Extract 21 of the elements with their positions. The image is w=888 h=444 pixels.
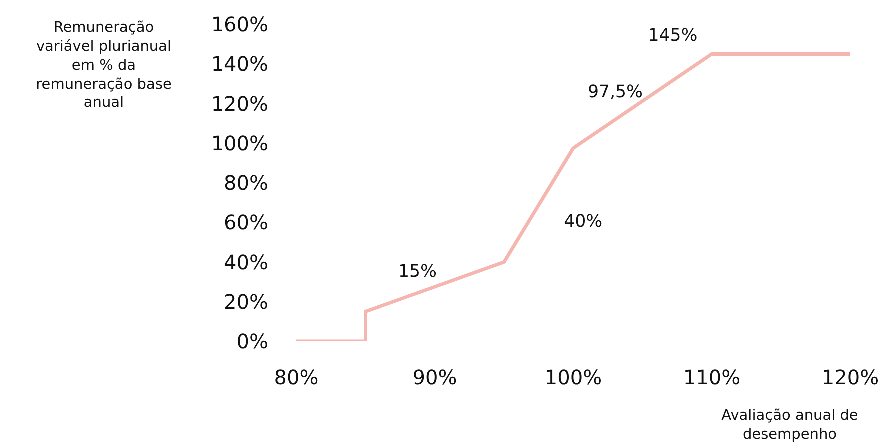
- y-tick-label: 60%: [224, 210, 268, 235]
- y-tick-label: 160%: [211, 12, 269, 36]
- y-tick-label: 40%: [224, 250, 268, 274]
- y-tick-label: 120%: [211, 92, 269, 116]
- x-tick-label: 100%: [544, 366, 602, 390]
- y-tick-label: 20%: [224, 290, 268, 314]
- y-tick-label: 0%: [236, 330, 269, 354]
- annotation: 97,5%: [588, 82, 644, 102]
- x-tick-label: 110%: [683, 366, 741, 390]
- x-tick-label: 80%: [274, 366, 319, 390]
- y-axis-title: Remuneração variável plurianual em % da remuneração base anual: [36, 19, 172, 114]
- annotation: 15%: [398, 262, 438, 282]
- x-axis-title: Avaliação anual de desempenho: [722, 407, 858, 444]
- y-tick-label: 80%: [224, 171, 268, 195]
- y-tick-label: 140%: [211, 52, 269, 76]
- line-series: [296, 52, 850, 342]
- x-tick-label: 90%: [412, 366, 458, 390]
- y-tick-label: 100%: [211, 131, 269, 156]
- x-tick-label: 120%: [822, 366, 880, 390]
- annotation: 145%: [648, 26, 698, 46]
- annotation: 40%: [564, 212, 603, 232]
